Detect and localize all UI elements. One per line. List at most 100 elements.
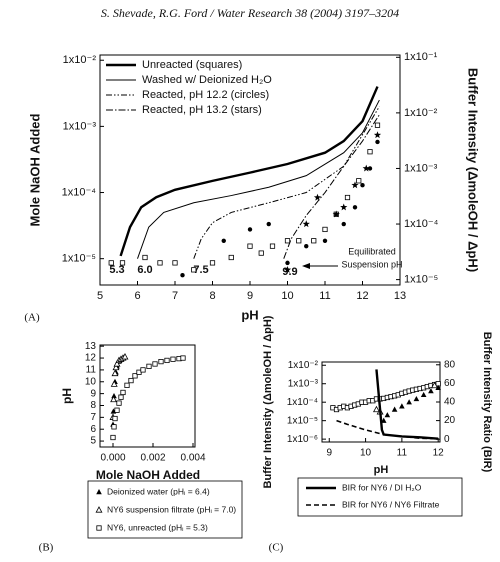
square-marker [180, 355, 186, 361]
series-line [283, 114, 380, 259]
star-marker [373, 131, 382, 139]
x-tick-label: 10 [360, 448, 372, 459]
y-tick-label: 1x10⁻⁵ [62, 253, 96, 265]
x-tick-label: 8 [209, 290, 215, 302]
page-header: S. Shevade, R.G. Ford / Water Research 3… [101, 6, 399, 20]
triangle-marker [372, 405, 380, 413]
y-tick-label: 1x10⁻³ [288, 378, 319, 389]
triangle-marker [431, 381, 439, 389]
legend-label: Reacted, pH 12.2 (circles) [142, 89, 269, 101]
y-tick-label: 1x10⁻⁶ [287, 434, 318, 445]
legend-box [87, 480, 243, 539]
circle-marker [247, 227, 253, 232]
circle-marker [304, 243, 309, 249]
square-marker [118, 394, 124, 400]
x-tick-label: 7 [172, 290, 178, 302]
annotation: 5.3 [109, 264, 124, 276]
circle-marker [341, 221, 346, 227]
arrow-head [302, 263, 310, 269]
x-axis-label: pH [241, 307, 258, 322]
square-marker [112, 415, 118, 422]
square-marker [170, 356, 176, 362]
square-marker [140, 367, 146, 373]
y-tick-label: 13 [85, 341, 97, 352]
square-marker [108, 260, 114, 266]
y-tick-label: 1x10⁻³ [63, 120, 97, 132]
triangle-marker [399, 403, 405, 409]
triangle-marker [406, 399, 412, 405]
y2-axis-label: Buffer Intensity Ratio (BIR) [481, 332, 493, 473]
y-tick-label: 10 [85, 376, 97, 387]
circle-marker [322, 238, 328, 243]
square-marker [119, 260, 126, 266]
triangle-marker [384, 412, 391, 418]
x-tick-label: 9 [326, 448, 332, 459]
y-axis-label: Buffer Intensity (ΔmoleOH / ΔpH) [262, 315, 274, 488]
star-marker [340, 203, 348, 211]
square-marker [322, 226, 328, 233]
y-tick-label: 6 [90, 424, 96, 435]
x-tick-label: 5 [97, 290, 103, 302]
square-marker [209, 260, 216, 266]
square-marker [344, 194, 351, 201]
x-tick-label: 0.002 [140, 453, 165, 464]
y-tick-label: 9 [90, 388, 96, 399]
square-marker [356, 178, 362, 184]
series-line [137, 99, 380, 259]
annotation: Suspension pH [341, 259, 402, 269]
y-tick-label: 1x10⁻² [63, 54, 97, 66]
legend-label: Deionized water (pHᵢ = 6.4) [107, 486, 210, 496]
square-marker [146, 363, 152, 369]
square-marker [296, 238, 302, 244]
circle-marker [266, 221, 271, 227]
triangle-marker [413, 395, 420, 402]
square-marker [96, 525, 102, 531]
star-marker [283, 266, 292, 273]
circle-marker [375, 139, 380, 145]
x-tick-label: 9 [247, 290, 253, 302]
square-marker [191, 267, 197, 273]
circle-marker [352, 205, 358, 210]
legend-label: BIR for NY6 / DI H₂O [342, 482, 422, 492]
square-marker [132, 373, 138, 379]
legend-label: NY6, unreacted (pHᵢ = 5.3) [107, 522, 208, 532]
triangle-marker [112, 363, 120, 371]
circle-marker [367, 166, 373, 171]
square-marker [128, 377, 134, 384]
legend-label: Unreacted (squares) [142, 59, 242, 71]
circle-marker [285, 260, 290, 266]
star-marker [362, 164, 370, 172]
star-marker [332, 210, 340, 218]
square-marker [158, 359, 164, 365]
triangle-marker [121, 353, 129, 360]
legend-label: Washed w/ Deionized H₂O [142, 74, 272, 86]
x-tick-label: 11 [397, 448, 408, 459]
y-tick-label: 1x10⁻⁴ [287, 397, 318, 408]
square-marker [284, 238, 291, 244]
star-marker [302, 220, 310, 228]
y-tick-label: 8 [90, 400, 96, 411]
square-marker [111, 424, 117, 430]
panel-label: (B) [39, 542, 54, 554]
triangle-marker [391, 406, 398, 412]
triangle-marker [110, 395, 118, 403]
x-tick-label: 11 [319, 290, 330, 302]
panel-label: (C) [269, 542, 284, 554]
x-axis-label: pH [374, 464, 389, 476]
circle-marker [360, 182, 365, 188]
triangle-marker [110, 380, 118, 387]
x-tick-label: 10 [281, 290, 293, 302]
legend-label: NY6 suspension filtrate (pHᵢ = 7.0) [107, 504, 236, 514]
x-tick-label: 12 [433, 448, 445, 459]
y2-tick-label: 60 [444, 378, 456, 389]
triangle-marker [96, 489, 102, 495]
y2-tick-label: 20 [444, 415, 456, 426]
y-tick-label: 7 [90, 412, 96, 423]
y-axis-label: pH [60, 388, 74, 404]
y2-tick-label: 1x10⁻⁴ [404, 218, 439, 230]
square-marker [164, 357, 170, 364]
square-marker [116, 400, 122, 406]
annotation: 6.0 [137, 264, 152, 276]
y-tick-label: 11 [86, 365, 97, 376]
